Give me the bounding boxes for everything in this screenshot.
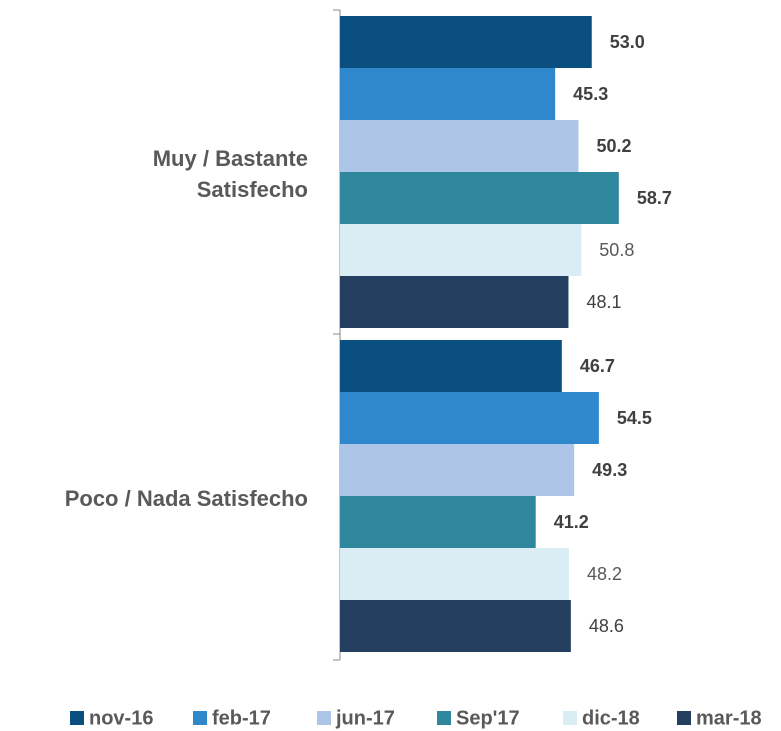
value-label: 45.3 [573,84,608,104]
legend-label: feb-17 [212,707,271,729]
legend-label: jun-17 [335,707,395,729]
category-label: Poco / Nada Satisfecho [64,485,308,511]
value-label: 48.6 [589,616,624,636]
bar [340,224,582,276]
bar [340,600,571,652]
value-label: 49.3 [592,460,627,480]
value-label: 46.7 [580,356,615,376]
bar [340,444,575,496]
value-label: 41.2 [554,512,589,532]
value-label: 50.2 [596,136,631,156]
legend-label: Sep'17 [456,707,520,729]
legend-swatch [437,711,451,725]
value-label: 53.0 [610,32,645,52]
value-label: 54.5 [617,408,652,428]
bar [340,276,569,328]
value-label: 50.8 [599,240,634,260]
bar [340,392,599,444]
bar [340,120,579,172]
legend-swatch [193,711,207,725]
legend-label: mar-18 [696,707,762,729]
legend-swatch [563,711,577,725]
legend-swatch [70,711,84,725]
legend-swatch [677,711,691,725]
bar [340,16,592,68]
value-label: 58.7 [637,188,672,208]
value-label: 48.2 [587,564,622,584]
bar [340,340,562,392]
legend-swatch [317,711,331,725]
bar [340,496,536,548]
category-label: Muy / Bastante Satisfecho [152,146,308,202]
legend-label: nov-16 [89,707,153,729]
legend-label: dic-18 [582,707,640,729]
bar [340,172,619,224]
bar [340,548,569,600]
bar [340,68,556,120]
value-label: 48.1 [586,292,621,312]
